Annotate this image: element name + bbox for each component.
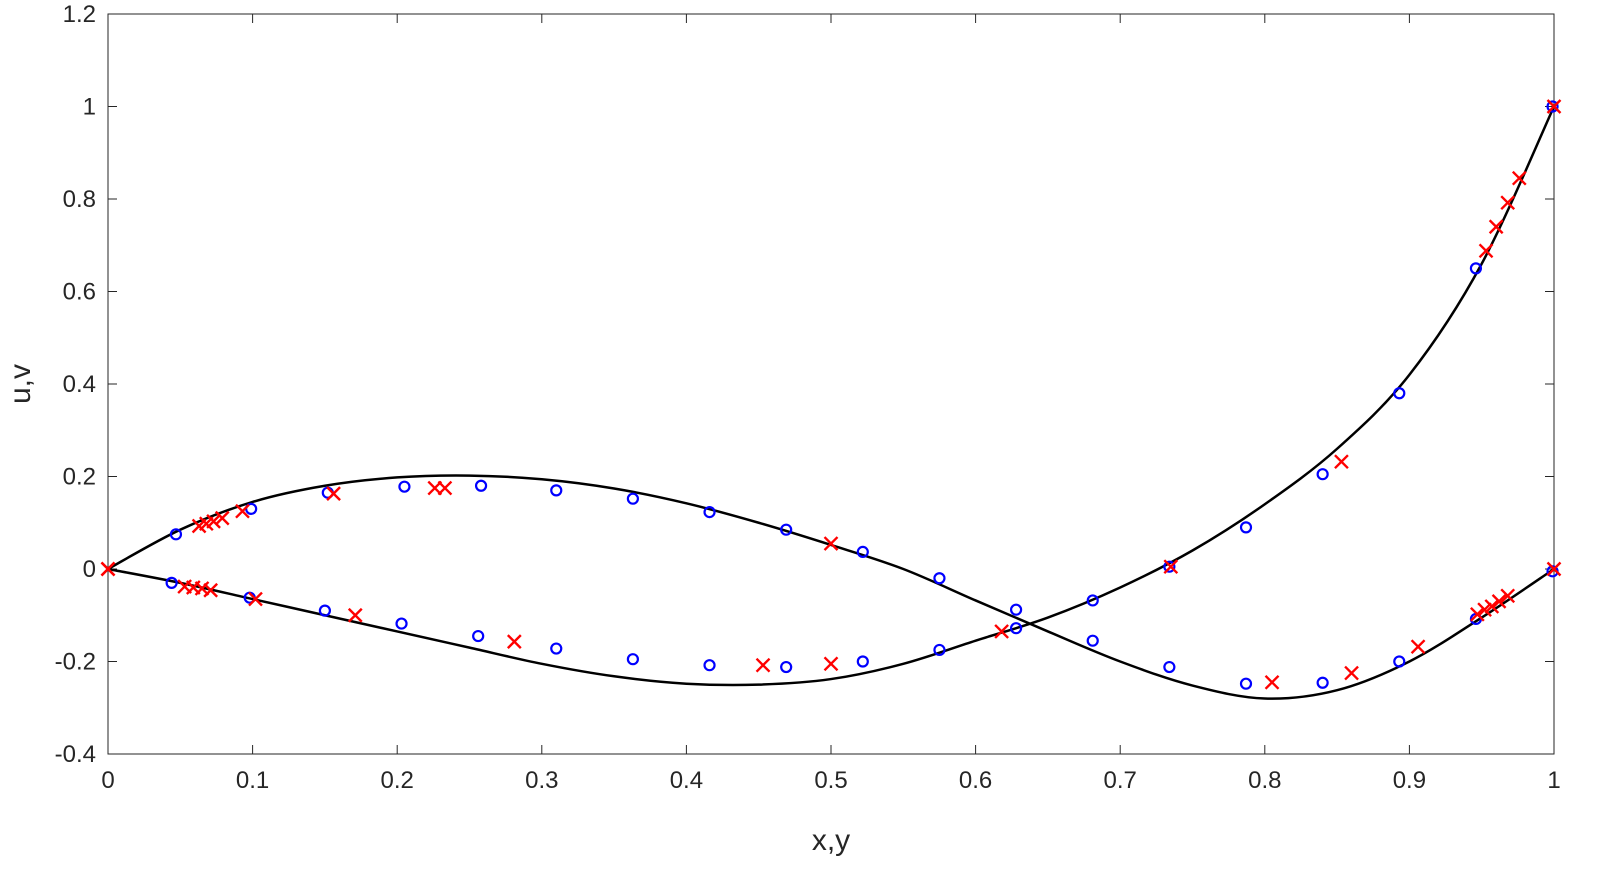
data-point-circle [550,484,563,497]
x-tick-label: 1 [1547,767,1560,794]
data-point-circle [169,528,183,541]
y-tick-label: 0.8 [63,186,96,213]
data-point-cross [194,581,210,596]
data-point-cross [235,503,250,519]
data-point-circle [318,604,331,617]
data-point-cross [1470,606,1485,622]
y-tick-label: 0.6 [63,279,96,306]
data-point-circle [780,660,793,674]
data-point-circle [1239,677,1253,690]
data-point-circle [780,523,793,536]
data-point-cross [1410,639,1426,655]
data-point-circle [1469,262,1483,275]
data-point-cross [248,591,263,607]
data-point-circle [1009,622,1023,635]
data-point-circle [1086,634,1099,647]
data-point-cross [994,624,1009,639]
data-point-cross [1477,602,1492,618]
plot-area [107,13,1555,755]
y-tick-label: 0.4 [63,371,96,398]
data-point-cross [206,514,221,529]
data-point-circle [626,492,639,505]
x-tick-label: 0.6 [959,767,992,794]
data-point-circle [626,653,639,666]
x-tick-label: 0.4 [670,767,703,794]
data-point-circle [474,479,488,492]
y-tick-label: -0.4 [55,741,96,768]
data-point-cross [755,657,771,673]
data-point-circle [856,545,869,558]
data-point-circle [1009,603,1023,616]
data-point-circle [1086,594,1099,607]
data-point-circle [703,659,716,672]
data-point-cross [506,634,522,649]
series-line [107,105,1556,687]
data-point-circle [550,642,563,655]
data-point-circle [1316,676,1329,689]
data-point-circle [1546,100,1559,113]
data-point-cross [823,656,839,672]
series-layer [100,99,1562,700]
data-point-cross [823,536,839,551]
data-point-cross [1334,454,1349,470]
data-point-circle [472,629,485,643]
y-tick-label: -0.2 [55,649,96,676]
data-point-cross [1484,599,1500,614]
x-tick-label: 0.7 [1104,767,1137,794]
x-tick-label: 0.8 [1248,767,1281,794]
data-point-circle [933,643,946,657]
data-point-cross [1264,674,1280,690]
x-tick-label: 0 [101,767,114,794]
data-point-cross [1478,243,1494,259]
data-point-circle [933,572,946,585]
data-point-circle [165,576,178,589]
data-point-cross [214,510,230,526]
data-point-cross [1546,561,1562,577]
y-axis-ticks: -0.4 -0.2 0 0.2 0.4 0.6 0.8 1 1.2 [55,1,1554,768]
x-axis-ticks: 0 0.1 0.2 0.3 0.4 0.5 0.6 0.7 0.8 0.9 1 [101,14,1561,794]
data-point-circle [1393,387,1406,400]
x-axis-title: x,y [812,824,850,857]
data-point-circle [395,617,408,630]
data-point-circle [703,506,716,519]
data-point-circle [1163,660,1176,674]
data-point-cross [437,480,453,496]
data-point-cross [1500,588,1516,604]
y-axis-title: u,v [4,364,37,404]
data-point-cross [1488,219,1504,235]
data-point-cross [203,582,219,598]
x-tick-label: 0.1 [236,767,269,794]
data-point-circle [1239,521,1253,534]
data-point-cross [100,561,116,577]
y-tick-label: 1.2 [63,1,96,28]
data-point-cross [1511,170,1527,186]
y-tick-label: 0.2 [63,464,96,491]
data-point-cross [1491,594,1507,609]
data-point-cross [326,486,341,501]
data-point-circle [398,480,411,493]
y-tick-label: 0 [83,556,96,583]
data-point-cross [347,607,363,623]
x-tick-label: 0.5 [814,767,847,794]
x-tick-label: 0.3 [525,767,558,794]
data-point-circle [856,655,869,668]
data-point-cross [1546,99,1562,114]
data-point-circle [1316,468,1329,481]
data-point-circle [1393,655,1406,668]
x-tick-label: 0.9 [1393,767,1426,794]
x-tick-label: 0.2 [381,767,414,794]
y-tick-label: 1 [83,94,96,121]
data-point-cross [1500,195,1516,211]
data-point-cross [1163,559,1179,575]
data-point-circle [1163,560,1176,573]
data-point-cross [1344,665,1359,681]
